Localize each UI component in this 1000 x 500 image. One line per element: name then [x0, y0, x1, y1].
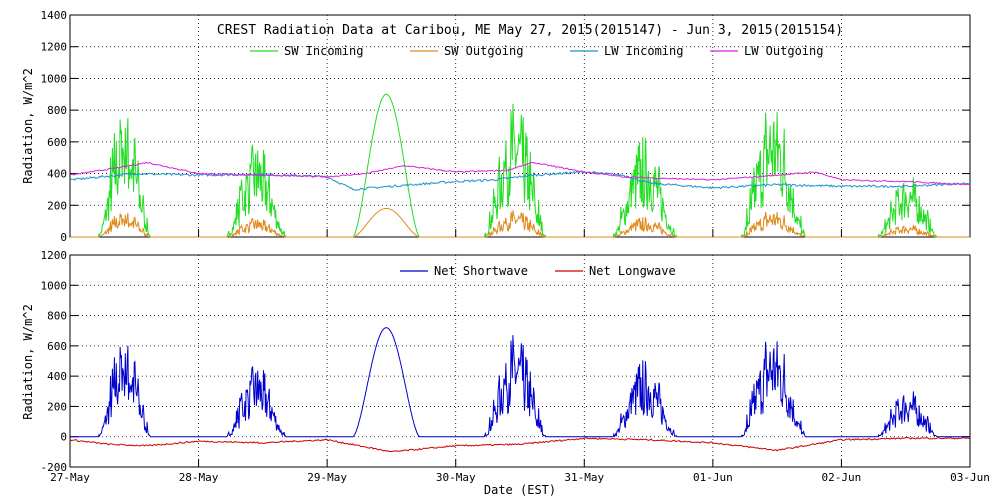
x-tick-label: 01-Jun — [693, 471, 733, 484]
legend-label: SW Outgoing — [444, 44, 523, 58]
top-ytick-label: 200 — [47, 199, 67, 212]
top-y-axis-label: Radiation, W/m^2 — [21, 68, 35, 184]
top-gridlines — [70, 15, 970, 237]
x-tick-label: 29-May — [307, 471, 347, 484]
net-longwave-line — [69, 436, 970, 453]
chart-title: CREST Radiation Data at Caribou, ME May … — [217, 23, 843, 38]
bottom-ytick-label: 400 — [47, 370, 67, 383]
top-ytick-label: 1000 — [41, 72, 68, 85]
x-tick-label: 03-Jun — [950, 471, 990, 484]
lw-outgoing-line — [69, 161, 971, 186]
bottom-legend: Net Shortwave Net Longwave — [400, 264, 676, 278]
legend-label: SW Incoming — [284, 44, 363, 58]
bottom-gridlines — [70, 255, 970, 467]
top-ytick-label: 600 — [47, 136, 67, 149]
top-ytick-label: 800 — [47, 104, 67, 117]
sw-outgoing-line — [70, 208, 970, 238]
x-tick-label: 27-May — [50, 471, 90, 484]
top-ytick-label: 1200 — [41, 41, 68, 54]
bottom-plot-frame — [69, 254, 971, 468]
legend-label: LW Outgoing — [744, 44, 823, 58]
bottom-ytick-label: 600 — [47, 340, 67, 353]
top-ytick-label: 1400 — [41, 9, 68, 22]
top-ytick-label: 400 — [47, 168, 67, 181]
bottom-panel: -200 0 200 400 600 800 1000 1200 Radiation, W/m… — [21, 229, 990, 497]
x-tick-label: 30-May — [436, 471, 476, 484]
bottom-ytick-label: -200 — [41, 461, 68, 474]
lw-incoming-line — [69, 170, 971, 191]
top-y-ticks: 0 200 400 600 800 1000 1200 1400 — [41, 9, 970, 244]
legend-label: LW Incoming — [604, 44, 683, 58]
net-shortwave-line — [70, 327, 970, 438]
bottom-y-ticks: -200 0 200 400 600 800 1000 1200 — [41, 249, 970, 474]
x-tick-label: 31-May — [564, 471, 604, 484]
bottom-ytick-label: 800 — [47, 310, 67, 323]
top-legend: SW Incoming SW Outgoing LW Incoming LW Outg… — [250, 44, 823, 58]
bottom-ytick-label: 1000 — [41, 279, 68, 292]
bottom-ytick-label: 200 — [47, 400, 67, 413]
x-tick-label: 02-Jun — [822, 471, 862, 484]
x-axis-label: Date (EST) — [484, 483, 556, 497]
top-plot-frame — [69, 14, 971, 238]
legend-label: Net Shortwave — [434, 264, 528, 278]
legend-label: Net Longwave — [589, 264, 676, 278]
x-axis-ticks: 27-May 28-May 29-May 30-May 31-May 01-Jun 02-J… — [50, 229, 990, 484]
bottom-ytick-label: 0 — [60, 431, 67, 444]
bottom-y-axis-label: Radiation, W/m^2 — [21, 304, 35, 420]
top-ytick-label: 0 — [60, 231, 67, 244]
top-panel: 0 200 400 600 800 1000 1200 1400 CREST Radiatio… — [21, 9, 971, 244]
top-series — [69, 93, 971, 238]
bottom-ytick-label: 1200 — [41, 249, 68, 262]
bottom-series — [69, 327, 970, 453]
x-tick-label: 28-May — [179, 471, 219, 484]
